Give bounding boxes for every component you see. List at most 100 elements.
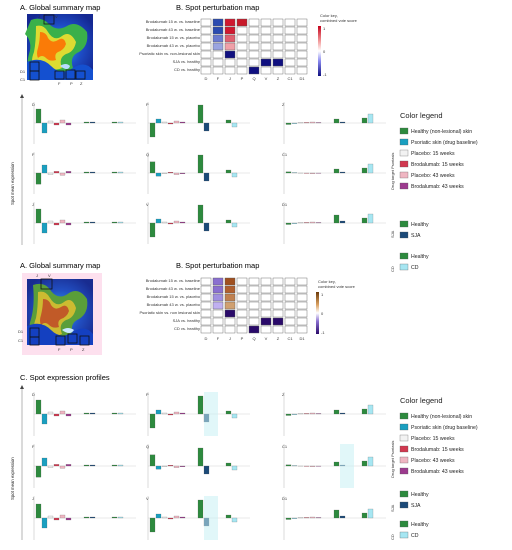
top-grid-cell: [248, 42, 260, 51]
top-grid-cell: [200, 42, 212, 51]
bottom-section-c-title: C. Spot expression profiles: [20, 373, 110, 382]
top-grid-cell: [296, 18, 308, 27]
bottom-grid-cell: [272, 309, 284, 318]
bottom-grid-cell: [296, 317, 308, 326]
bottom-grid-cell: [224, 277, 236, 286]
bottom-bar: [367, 404, 374, 415]
top-bar: [173, 172, 180, 175]
top-bar: [35, 108, 42, 124]
top-bar: [203, 172, 210, 182]
top-bar: [333, 118, 340, 124]
bottom-bar: [167, 465, 174, 467]
top-grid-cell: [296, 26, 308, 35]
top-bar: [225, 169, 232, 174]
top-row-label-0: Brodalumab 15 w. vs. baseline: [146, 19, 201, 24]
top-grid-cell: [260, 50, 272, 59]
bottom-colorkey-tick-neg1: -1: [321, 330, 325, 335]
top-grid-cell: [284, 34, 296, 43]
top-grid-cell: [248, 34, 260, 43]
bottom-color-legend: Color legend Drug target Psoriasis Healt…: [390, 396, 478, 540]
top-bar: [59, 172, 66, 176]
bottom-bar: [149, 517, 156, 533]
top-bar: [179, 121, 186, 124]
top-grid-cell: [248, 50, 260, 59]
bottom-bar: [47, 515, 54, 519]
bottom-cd-label: Healthy: [411, 522, 429, 528]
top-bar: [41, 122, 48, 134]
bottom-bar: [203, 465, 210, 475]
bottom-col-label-2: J: [229, 336, 231, 341]
bottom-grid-cell: [200, 317, 212, 326]
bottom-map-label-d1: D1: [18, 329, 24, 334]
bottom-map-label-j: J: [36, 273, 38, 278]
bottom-grid-cell: [200, 277, 212, 286]
top-bar: [297, 222, 304, 224]
top-bar: [225, 219, 232, 224]
top-cd-label: Healthy: [411, 254, 429, 260]
bottom-bar: [89, 464, 96, 467]
bottom-grid-cell: [224, 309, 236, 318]
top-col-label-1: F: [217, 76, 220, 81]
bottom-row-label-6: CD vs. healthy: [174, 326, 200, 331]
bottom-bar: [53, 464, 60, 467]
bottom-grid-cell: [236, 301, 248, 310]
top-legend-swatch: [399, 160, 409, 168]
top-grid-cell: [248, 58, 260, 67]
top-sja-label: SJA: [411, 233, 421, 239]
bottom-legend-label: Brodalumab: 43 weeks: [411, 469, 464, 475]
top-bar: [309, 172, 316, 174]
map-label-z: Z: [80, 81, 83, 86]
top-row-label-4: Psoriatic skin vs. non-lesional skin: [139, 51, 200, 56]
top-grid-cell: [248, 18, 260, 27]
top-bar: [315, 222, 322, 224]
bottom-panel-label: D1: [282, 496, 288, 501]
bottom-grid-cell: [236, 309, 248, 318]
top-bar: [47, 120, 54, 124]
top-bar: [173, 220, 180, 224]
top-legend-swatch: [399, 149, 409, 157]
bottom-bar: [285, 413, 292, 416]
bottom-y-arrow-head: [20, 385, 24, 389]
top-bar: [47, 172, 54, 175]
bottom-bar: [65, 517, 72, 521]
bottom-bar: [297, 413, 304, 415]
top-summary-map: J V D1 C1 F P Z: [20, 14, 93, 86]
top-bar: [315, 122, 322, 124]
top-cd-swatch: [399, 252, 409, 260]
top-legend-label: Brodalumab: 15 weeks: [411, 162, 464, 168]
bottom-sja-label: Healthy: [411, 492, 429, 498]
bottom-cd-swatch: [399, 531, 409, 539]
top-bar: [65, 122, 72, 126]
top-bar: [173, 120, 180, 124]
bottom-bar: [111, 516, 118, 519]
top-bar: [89, 221, 96, 224]
bottom-bar: [197, 395, 204, 415]
bottom-grid-cell: [224, 285, 236, 294]
bottom-legend-swatch: [399, 467, 409, 475]
bottom-grid-cell: [272, 277, 284, 286]
top-legend-sja-label: SJA: [390, 230, 395, 238]
bottom-grid-cell: [212, 301, 224, 310]
top-grid-cell: [224, 66, 236, 75]
top-grid-cell: [212, 58, 224, 67]
bottom-bar: [303, 413, 310, 415]
bottom-sja-swatch: [399, 490, 409, 498]
bottom-highlight: [204, 496, 218, 540]
bottom-grid-cell: [272, 285, 284, 294]
bottom-bar: [47, 465, 54, 468]
top-bar: [361, 167, 368, 174]
bottom-legend-swatch: [399, 445, 409, 453]
bottom-legend-label: Brodalumab: 15 weeks: [411, 447, 464, 453]
bottom-bar: [367, 456, 374, 467]
top-grid-cell: [260, 42, 272, 51]
top-col-label-5: V: [265, 76, 268, 81]
top-bar: [285, 122, 292, 125]
top-panel-label: D1: [282, 202, 288, 207]
bottom-panel-label: J: [32, 496, 34, 501]
top-bar: [367, 163, 374, 174]
bottom-bar: [161, 516, 168, 519]
top-grid-cell: [224, 50, 236, 59]
top-panel-label: C1: [282, 152, 288, 157]
bottom-grid-cell: [200, 285, 212, 294]
top-bar: [203, 222, 210, 232]
